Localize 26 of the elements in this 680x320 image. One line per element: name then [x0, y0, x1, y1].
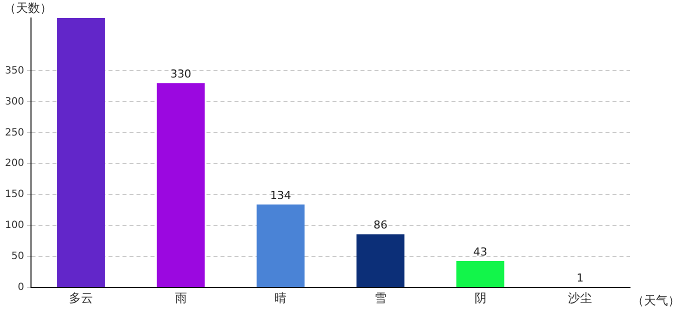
bar — [256, 204, 305, 288]
bar — [356, 234, 404, 288]
data-label: 330 — [170, 67, 192, 80]
x-tick-label: 阴 — [474, 290, 486, 305]
x-axis-title: （天气） — [632, 294, 680, 308]
bar — [456, 260, 504, 288]
y-tick-label: 250 — [4, 127, 24, 138]
bar — [57, 18, 105, 288]
x-tick-label: 多云 — [68, 290, 93, 305]
y-tick-label: 350 — [4, 65, 24, 76]
y-tick-label: 0 — [18, 282, 24, 294]
y-tick-label: 200 — [4, 158, 24, 170]
bar — [156, 83, 205, 288]
data-label: 134 — [270, 188, 292, 202]
y-tick-label: 150 — [4, 189, 24, 200]
x-tick-label: 雨 — [174, 290, 187, 305]
y-tick-label: 300 — [4, 96, 24, 108]
data-label: 86 — [373, 218, 388, 232]
x-tick-label: 沙尘 — [568, 290, 592, 305]
y-tick-label: 100 — [4, 220, 24, 232]
y-tick-label: 50 — [11, 251, 24, 262]
x-tick-label: 雪 — [374, 290, 386, 305]
y-axis-title: （天数） — [4, 1, 52, 16]
x-tick-label: 晴 — [274, 290, 287, 305]
data-label: 1 — [576, 271, 584, 284]
data-label: 43 — [473, 245, 488, 258]
